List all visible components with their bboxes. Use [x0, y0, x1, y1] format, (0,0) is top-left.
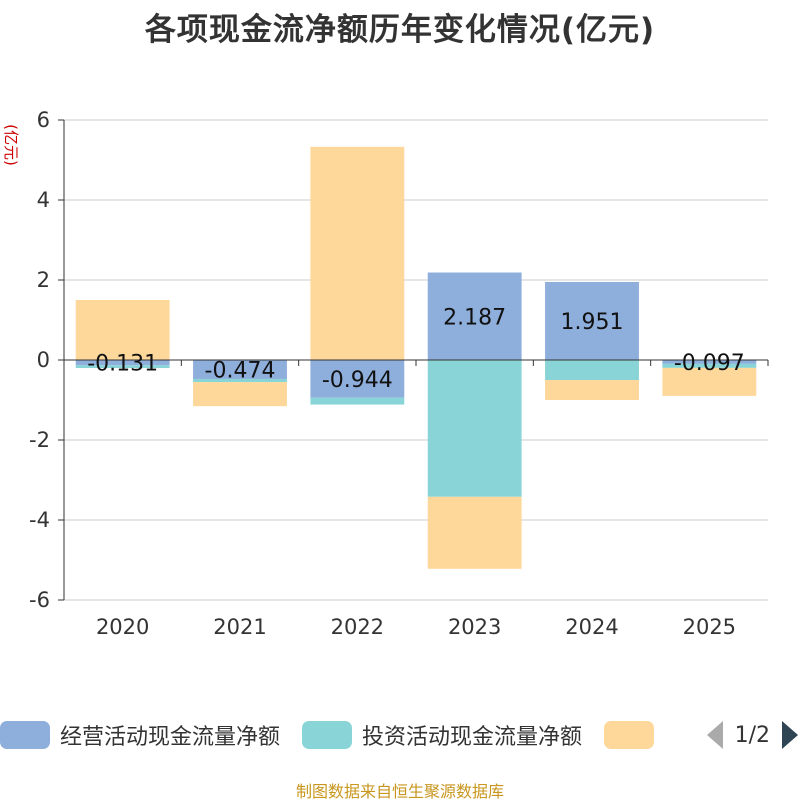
bar-2020-series-1 — [75, 365, 170, 369]
x-tick-label: 2023 — [448, 615, 501, 639]
legend-page-indicator: 1/2 — [734, 722, 770, 748]
data-source-note: 制图数据来自恒生聚源数据库 — [295, 782, 504, 801]
x-tick-label: 2021 — [213, 615, 266, 639]
x-tick-label: 2022 — [331, 615, 384, 639]
x-tick-label: 2020 — [96, 615, 149, 639]
legend-label: 投资活动现金流量净额 — [362, 725, 583, 750]
legend-swatch — [604, 721, 655, 749]
y-axis-label: (亿元) — [2, 124, 20, 166]
bar-2021-series-2 — [193, 382, 287, 407]
legend-item[interactable]: 投资活动现金流量净额 — [302, 719, 582, 751]
y-tick-label: 2 — [37, 268, 50, 292]
legend-swatch — [302, 721, 353, 749]
data-label: 1.951 — [561, 310, 624, 335]
legend-next-arrow-icon[interactable] — [782, 721, 798, 749]
y-tick-label: 0 — [37, 348, 50, 372]
bar-2024-series-1 — [545, 360, 639, 380]
bar-2021-series-0 — [193, 360, 287, 379]
data-label: -0.097 — [674, 351, 745, 376]
chart-canvas: 6 4 2 0 -2 -4 -6 2020 2021 2022 2023 2024 2025 -0.13… — [2, 108, 769, 639]
axes: 6 4 2 0 -2 -4 -6 2020 2021 2022 2023 2024 2025 — [29, 108, 769, 639]
legend-item[interactable]: 经营活动现金流量净额 — [0, 719, 280, 751]
bar-2024-series-2 — [545, 380, 639, 400]
y-tick-label: -2 — [29, 428, 50, 452]
bar-2023-series-2 — [427, 496, 522, 569]
y-tick-label: -6 — [29, 588, 50, 612]
legend: 经营活动现金流量净额 投资活动现金流量净额 — [0, 716, 800, 754]
bar-2022-series-0 — [310, 360, 405, 398]
data-label: 2.187 — [443, 305, 506, 330]
bar-2020-series-2 — [75, 300, 170, 360]
bar-2025-series-1 — [662, 363, 757, 368]
bar-2021-series-1 — [193, 378, 287, 383]
legend-label: 经营活动现金流量净额 — [60, 725, 281, 750]
bar-2022-series-1 — [310, 397, 405, 405]
chart-title: 各项现金流净额历年变化情况(亿元) — [144, 12, 656, 48]
bar-2025-series-0 — [662, 360, 757, 364]
y-tick-label: 6 — [37, 108, 50, 132]
legend-item[interactable] — [604, 721, 664, 749]
data-labels: -0.131 -0.474 -0.944 2.187 1.951 -0.097 — [87, 305, 745, 393]
bar-2023-series-0 — [427, 272, 522, 360]
data-label: -0.474 — [205, 358, 276, 383]
x-tick-label: 2024 — [565, 615, 618, 639]
bar-2022-series-2 — [310, 146, 405, 360]
data-label: -0.131 — [87, 352, 158, 377]
y-tick-label: 4 — [37, 188, 50, 212]
bar-2024-series-0 — [545, 281, 639, 360]
bar-2020-series-0 — [75, 360, 170, 366]
y-tick-label: -4 — [29, 508, 50, 532]
bars — [75, 146, 757, 569]
legend-pager: 1/2 — [700, 716, 800, 754]
x-tick-label: 2025 — [683, 615, 736, 639]
legend-prev-arrow-icon[interactable] — [706, 721, 723, 749]
legend-swatch — [0, 721, 50, 749]
data-label: -0.944 — [322, 368, 393, 393]
bar-2025-series-2 — [662, 367, 757, 396]
bar-2023-series-1 — [427, 360, 522, 497]
